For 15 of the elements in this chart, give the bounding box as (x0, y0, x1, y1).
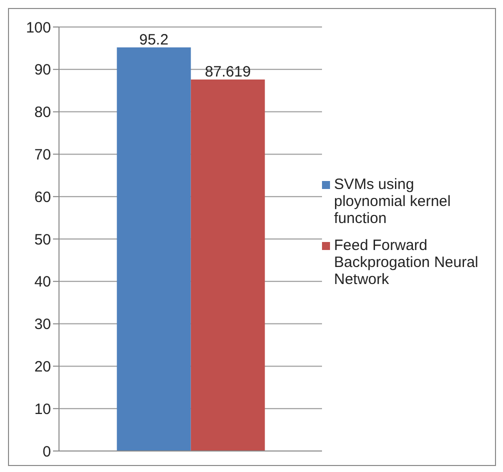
y-tick-label: 90 (34, 62, 51, 79)
y-tick-label: 40 (34, 274, 51, 291)
y-tick-label: 50 (34, 231, 51, 248)
y-tick-label: 10 (34, 400, 51, 418)
legend-label: SVMs using ploynomial kernel function (334, 176, 452, 227)
y-tick-label: 100 (26, 19, 51, 36)
data-label: 95.2 (139, 31, 168, 48)
data-label: 87.619 (204, 63, 251, 80)
y-tick-label: 80 (34, 104, 51, 122)
y-tick-label: 60 (34, 188, 51, 206)
y-tick-label: 20 (34, 358, 51, 376)
y-tick-label: 0 (42, 443, 51, 460)
y-tick-label: 30 (34, 316, 51, 334)
legend-label: Feed Forward Backprogation Neural Network (334, 237, 480, 288)
y-tick-label: 70 (34, 146, 51, 164)
